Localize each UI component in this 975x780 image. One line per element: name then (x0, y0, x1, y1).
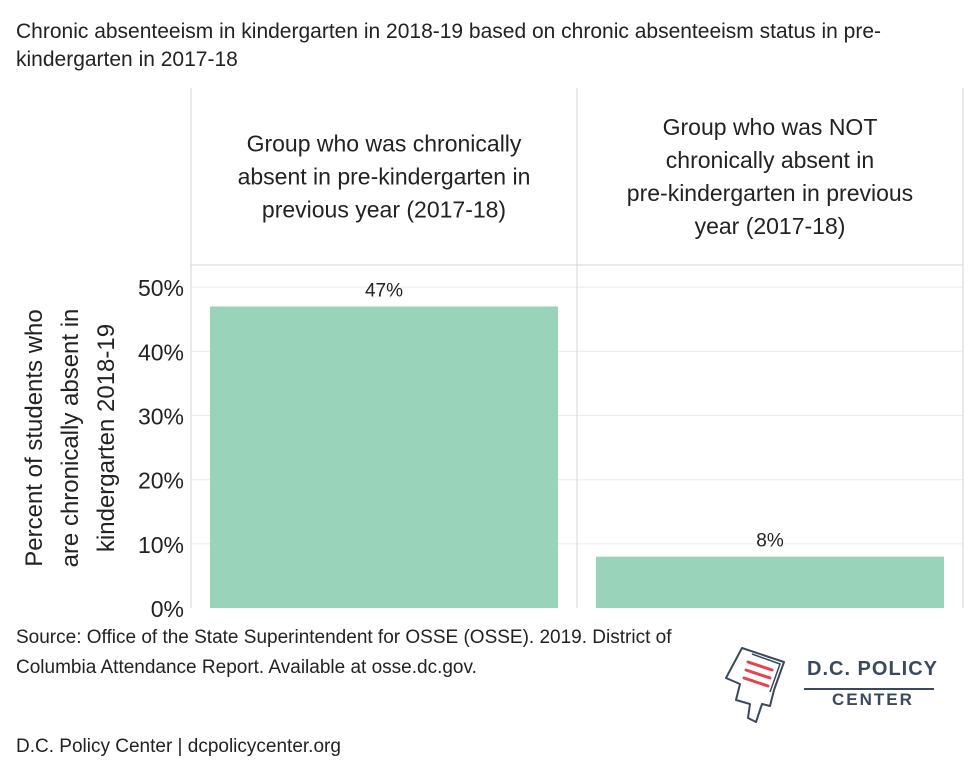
y-tick-label: 20% (138, 468, 184, 494)
bar (596, 556, 944, 608)
logo-line-1: D.C. POLICY (807, 658, 939, 680)
category-header-line: chronically absent in (666, 147, 874, 173)
y-tick-label: 30% (138, 404, 184, 430)
y-axis-title-line: kindergarten 2018-19 (93, 324, 120, 552)
category-header-line: Group who was NOT (663, 114, 878, 140)
bar-chart: Group who was chronically absent in pre-k… (21, 88, 964, 622)
logo-line-2: CENTER (832, 690, 914, 709)
dc-policy-center-logo: D.C. POLICY CENTER (722, 644, 942, 734)
category-header-line: Group who was chronically (247, 131, 522, 157)
y-axis-title: Percent of students who are chronically a… (21, 309, 120, 568)
footer-credit: D.C. Policy Center | dcpolicycenter.org (16, 736, 341, 757)
category-header-line: previous year (2017-18) (262, 197, 506, 223)
y-tick-label: 0% (151, 596, 184, 622)
data-label: 47% (365, 280, 403, 301)
bar (210, 306, 558, 608)
category-header-line: year (2017-18) (695, 213, 846, 239)
category-header-line: pre-kindergarten in previous (627, 180, 913, 206)
dc-map-icon (725, 647, 785, 723)
chart-title: Chronic absenteeism in kindergarten in 2… (16, 20, 881, 71)
y-tick-label: 10% (138, 532, 184, 558)
y-tick-label: 40% (138, 339, 184, 365)
y-axis-title-line: Percent of students who (21, 309, 48, 566)
y-axis-title-line: are chronically absent in (57, 309, 84, 568)
logo-divider (804, 688, 934, 690)
category-header-line: absent in pre-kindergarten in (238, 164, 531, 190)
source-note: Source: Office of the State Superintende… (16, 627, 672, 678)
data-label: 8% (756, 531, 784, 552)
y-tick-label: 50% (138, 275, 184, 301)
